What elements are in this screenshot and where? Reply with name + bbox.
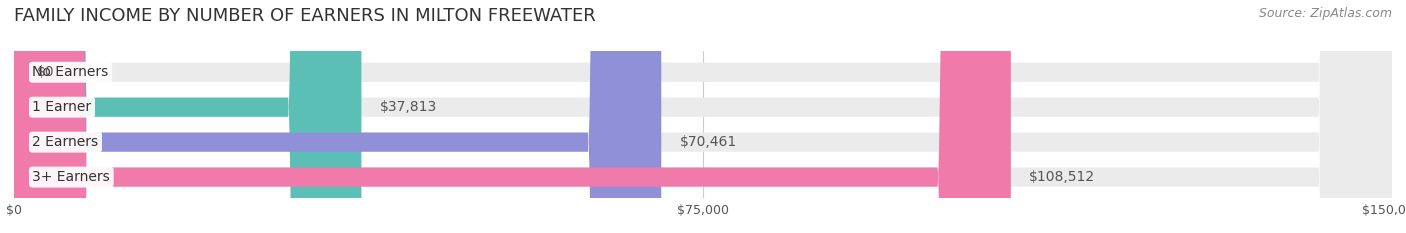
FancyBboxPatch shape <box>14 0 361 233</box>
FancyBboxPatch shape <box>14 0 1392 233</box>
FancyBboxPatch shape <box>14 0 661 233</box>
Text: $0: $0 <box>37 65 55 79</box>
FancyBboxPatch shape <box>14 0 1392 233</box>
Text: No Earners: No Earners <box>32 65 108 79</box>
Text: $37,813: $37,813 <box>380 100 437 114</box>
FancyBboxPatch shape <box>14 0 1392 233</box>
FancyBboxPatch shape <box>14 0 1011 233</box>
Text: $70,461: $70,461 <box>679 135 737 149</box>
Text: 2 Earners: 2 Earners <box>32 135 98 149</box>
FancyBboxPatch shape <box>14 0 1392 233</box>
Text: FAMILY INCOME BY NUMBER OF EARNERS IN MILTON FREEWATER: FAMILY INCOME BY NUMBER OF EARNERS IN MI… <box>14 7 596 25</box>
Text: $108,512: $108,512 <box>1029 170 1095 184</box>
Text: 1 Earner: 1 Earner <box>32 100 91 114</box>
Text: Source: ZipAtlas.com: Source: ZipAtlas.com <box>1258 7 1392 20</box>
Text: 3+ Earners: 3+ Earners <box>32 170 110 184</box>
